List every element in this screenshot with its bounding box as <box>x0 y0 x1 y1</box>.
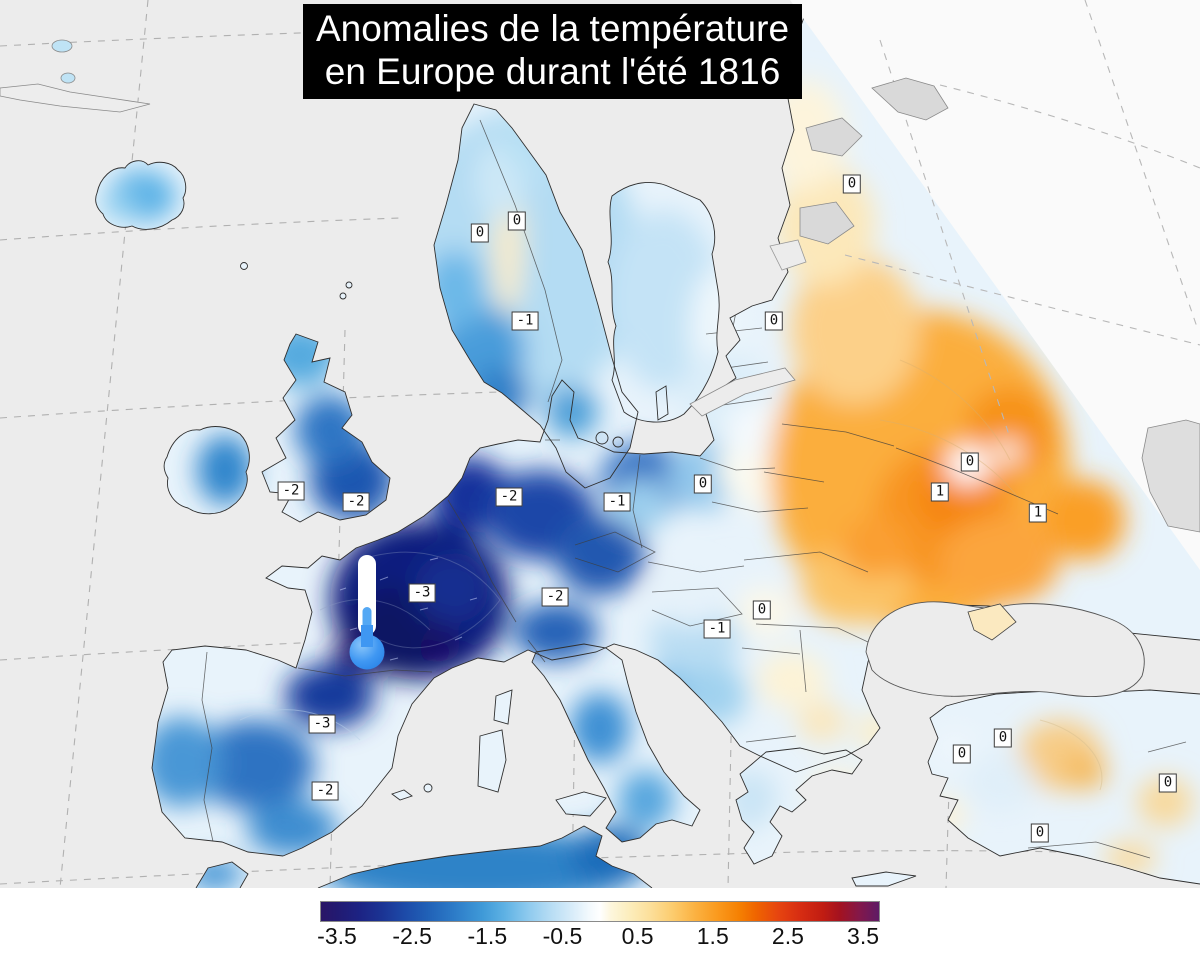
gulf-of-finland <box>689 367 796 417</box>
contour-label: 0 <box>752 600 772 620</box>
colorbar-tick: -1.5 <box>467 923 508 949</box>
contour-label: 0 <box>1030 823 1050 843</box>
country-borders <box>201 119 1187 859</box>
black-sea <box>769 239 1145 697</box>
colorbar-tick: -3.5 <box>317 923 357 949</box>
graticule-wedge <box>844 0 1200 439</box>
contour-label: -3 <box>308 714 336 734</box>
colorbar-tick: 3.5 <box>847 923 880 949</box>
contour-label: 0 <box>693 474 713 494</box>
contour-label: 0 <box>507 211 527 231</box>
contour-label: 0 <box>470 223 490 243</box>
contour-label: -2 <box>342 492 370 512</box>
map-title-line1: Anomalies de la température <box>316 8 790 49</box>
contour-label: -2 <box>277 481 305 501</box>
contour-label: 0 <box>842 174 862 194</box>
no-data-land <box>0 39 1200 533</box>
colorbar <box>320 901 880 922</box>
contour-label: 1 <box>1028 503 1048 523</box>
europe-anomaly-map: 0 0 -1 0 0 -2 -2 -2 -1 0 0 1 1 -3 -2 0 -1 -3 -2 0 0 0 0 Anomal… <box>0 0 1200 888</box>
europe-map-svg <box>0 0 1200 888</box>
contour-label: 0 <box>952 744 972 764</box>
colorbar-tick: 1.5 <box>696 923 729 949</box>
colorbar-tick: -2.5 <box>392 923 432 949</box>
map-title-line2: en Europe durant l'été 1816 <box>324 51 781 92</box>
contour-labels-layer: 0 0 -1 0 0 -2 -2 -2 -1 0 0 1 1 -3 -2 0 -1 -3 -2 0 0 0 0 <box>277 174 1178 843</box>
contour-label: -1 <box>603 492 631 512</box>
no-data-wedge <box>790 0 1200 570</box>
contour-label: 0 <box>960 452 980 472</box>
contour-label: -3 <box>408 583 436 603</box>
colorbar-ticks: -3.5 -2.5 -1.5 -0.5 0.5 1.5 2.5 3.5 <box>0 888 1200 954</box>
contour-label: 1 <box>930 482 950 502</box>
contour-label: -2 <box>495 487 523 507</box>
cold-thermometer-icon <box>349 555 385 670</box>
map-title: Anomalies de la température en Europe du… <box>303 4 803 99</box>
contour-lines <box>239 359 1103 791</box>
contour-label: -1 <box>703 619 731 639</box>
contour-label: -2 <box>541 587 569 607</box>
legend-strip: -3.5 -2.5 -1.5 -0.5 0.5 1.5 2.5 3.5 <box>0 888 1200 954</box>
contour-label: -2 <box>311 781 339 801</box>
colorbar-tick: -0.5 <box>542 923 583 949</box>
contour-label: -1 <box>511 311 539 331</box>
contour-label: 0 <box>993 728 1013 748</box>
colorbar-tick: 0.5 <box>621 923 654 949</box>
contour-label: 0 <box>764 311 784 331</box>
contour-label: 0 <box>1158 773 1178 793</box>
colorbar-tick: 2.5 <box>771 923 804 949</box>
